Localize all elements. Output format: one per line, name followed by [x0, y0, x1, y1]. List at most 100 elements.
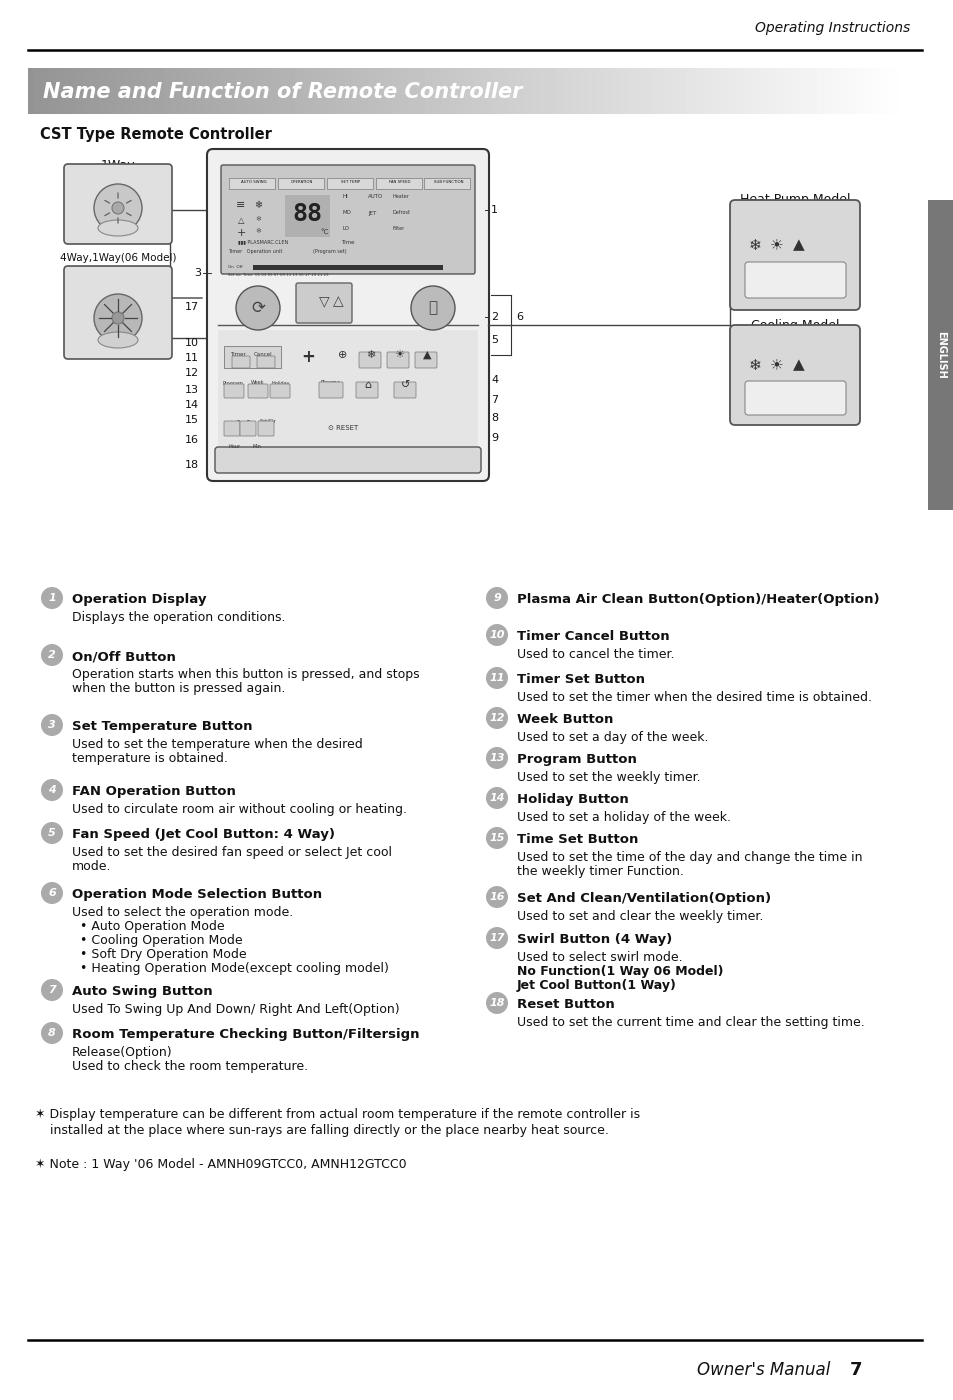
Text: Swirl Button (4 Way): Swirl Button (4 Way) [517, 932, 672, 946]
Text: ▲: ▲ [792, 238, 804, 252]
Text: Fan Speed (Jet Cool Button: 4 Way): Fan Speed (Jet Cool Button: 4 Way) [71, 827, 335, 841]
Text: Set And Clean/Ventilation(Option): Set And Clean/Ventilation(Option) [517, 892, 770, 904]
FancyBboxPatch shape [424, 178, 470, 189]
Text: • Heating Operation Mode(except cooling model): • Heating Operation Mode(except cooling … [80, 962, 389, 974]
Text: Used to set the current time and clear the setting time.: Used to set the current time and clear t… [517, 1016, 863, 1029]
Text: 13: 13 [489, 753, 504, 763]
Text: 9: 9 [491, 433, 497, 442]
Text: 15: 15 [489, 833, 504, 843]
FancyBboxPatch shape [729, 325, 859, 426]
Text: 17: 17 [185, 302, 199, 312]
Text: AUTO: AUTO [368, 195, 383, 199]
Text: Cancel: Cancel [253, 353, 272, 357]
Text: Set/Clr: Set/Clr [259, 419, 276, 423]
Text: Operation Mode Selection Button: Operation Mode Selection Button [71, 888, 322, 902]
Text: ≡: ≡ [236, 200, 246, 210]
Text: △: △ [333, 294, 343, 308]
Text: Defrost: Defrost [393, 210, 411, 216]
Circle shape [485, 993, 507, 1014]
Text: 11: 11 [489, 673, 504, 683]
Text: Name and Function of Remote Controller: Name and Function of Remote Controller [43, 83, 522, 102]
Text: 6: 6 [516, 312, 522, 322]
Text: Timer Cancel Button: Timer Cancel Button [517, 630, 669, 643]
Text: Used to set the time of the day and change the time in: Used to set the time of the day and chan… [517, 851, 862, 864]
Text: mode.: mode. [71, 860, 112, 874]
Circle shape [41, 587, 63, 609]
Text: +: + [236, 228, 246, 238]
Text: ❄: ❄ [254, 216, 261, 223]
Text: LO: LO [343, 227, 350, 231]
Text: 6: 6 [48, 888, 56, 897]
Text: 4: 4 [491, 375, 497, 385]
Text: Heat Pump Model: Heat Pump Model [739, 193, 849, 206]
Bar [927, 200, 953, 510]
Text: ▲: ▲ [792, 357, 804, 372]
Text: ⊙ RESET: ⊙ RESET [328, 426, 357, 431]
Circle shape [485, 748, 507, 769]
Text: 13: 13 [185, 385, 199, 395]
FancyBboxPatch shape [257, 421, 274, 435]
Ellipse shape [98, 220, 138, 237]
Text: Holiday Button: Holiday Button [517, 792, 628, 806]
Bar [253, 265, 442, 270]
Circle shape [411, 286, 455, 330]
Text: 1: 1 [48, 594, 56, 603]
Text: SUB FUNCTION: SUB FUNCTION [434, 181, 463, 183]
Text: CST Type Remote Controller: CST Type Remote Controller [40, 127, 272, 143]
Bar [285, 195, 330, 237]
Text: ◄   ►: ◄ ► [233, 417, 253, 426]
Text: ▲: ▲ [422, 350, 431, 360]
Circle shape [41, 1022, 63, 1044]
Text: • Soft Dry Operation Mode: • Soft Dry Operation Mode [80, 948, 247, 960]
Text: ❄: ❄ [366, 350, 375, 360]
Text: On/Off Button: On/Off Button [71, 650, 175, 664]
Text: Used to set the temperature when the desired: Used to set the temperature when the des… [71, 738, 362, 750]
FancyBboxPatch shape [295, 283, 352, 323]
Text: ✶ Display temperature can be different from actual room temperature if the remot: ✶ Display temperature can be different f… [35, 1107, 639, 1121]
Text: On  Off: On Off [228, 265, 242, 269]
FancyBboxPatch shape [221, 165, 475, 274]
Text: ⊕: ⊕ [338, 350, 347, 360]
FancyBboxPatch shape [327, 178, 373, 189]
Circle shape [485, 587, 507, 609]
Text: JET: JET [368, 210, 375, 216]
Text: MO: MO [343, 210, 352, 216]
Text: Holiday: Holiday [272, 381, 290, 385]
Text: 7: 7 [48, 986, 56, 995]
Text: ☀: ☀ [394, 350, 403, 360]
Text: △: △ [237, 216, 244, 224]
Text: °C: °C [320, 230, 329, 235]
Text: 3: 3 [193, 267, 201, 279]
Text: HI: HI [343, 195, 349, 199]
Text: Set Temperature Button: Set Temperature Button [71, 720, 253, 734]
FancyBboxPatch shape [318, 382, 343, 398]
Text: the weekly timer Function.: the weekly timer Function. [517, 865, 683, 878]
Text: 14: 14 [489, 792, 504, 804]
Text: 10: 10 [489, 630, 504, 640]
Text: Operating Instructions: Operating Instructions [754, 21, 909, 35]
Text: (Program set): (Program set) [313, 249, 346, 255]
Text: Used to check the room temperature.: Used to check the room temperature. [71, 1060, 308, 1072]
FancyBboxPatch shape [375, 178, 421, 189]
FancyBboxPatch shape [355, 382, 377, 398]
Circle shape [485, 787, 507, 809]
Circle shape [485, 666, 507, 689]
FancyBboxPatch shape [415, 351, 436, 368]
Text: 7: 7 [491, 395, 497, 405]
Text: Time Set Button: Time Set Button [517, 833, 638, 846]
Text: Used to set a day of the week.: Used to set a day of the week. [517, 731, 708, 743]
Text: 12: 12 [185, 368, 199, 378]
Text: Plasma Air Clean Button(Option)/Heater(Option): Plasma Air Clean Button(Option)/Heater(O… [517, 594, 879, 606]
Text: ☀: ☀ [769, 357, 783, 372]
Text: 18: 18 [185, 461, 199, 470]
Text: Program Button: Program Button [517, 753, 637, 766]
Text: 1: 1 [491, 204, 497, 216]
Text: Jet Cool Button(1 Way): Jet Cool Button(1 Way) [517, 979, 677, 993]
Text: Used to set a holiday of the week.: Used to set a holiday of the week. [517, 811, 730, 825]
Text: ↺: ↺ [401, 379, 410, 391]
Text: Used to select the operation mode.: Used to select the operation mode. [71, 906, 293, 918]
FancyBboxPatch shape [64, 266, 172, 358]
FancyBboxPatch shape [744, 262, 845, 298]
Text: ENGLISH: ENGLISH [935, 332, 945, 379]
Text: Week: Week [251, 381, 265, 385]
